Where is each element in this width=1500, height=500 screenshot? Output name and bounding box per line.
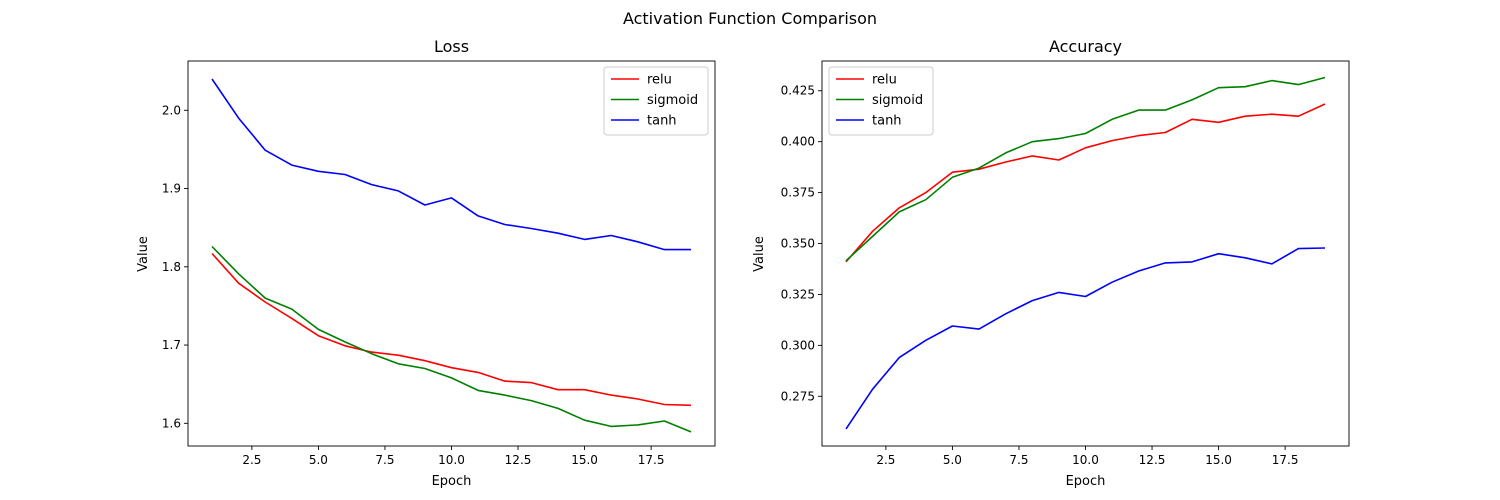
accuracy-legend-box: [828, 66, 934, 136]
loss-y-tick-label: 1.9: [162, 182, 181, 196]
loss-series-line-relu: [211, 252, 692, 407]
accuracy-x-tick-label: 12.5: [1139, 453, 1166, 467]
loss-legend-box: [603, 66, 709, 136]
loss-chart-ylabel: Value: [136, 236, 151, 272]
accuracy-legend-label-sigmoid: sigmoid: [872, 93, 923, 108]
accuracy-y-tick-label: 0.400: [781, 135, 815, 149]
loss-chart: Loss Epoch Value 2.5 5.0 7.5 10.0 12.5 15.0 17…: [136, 37, 716, 489]
accuracy-series-line-sigmoid: [845, 76, 1326, 262]
loss-y-tick-label: 1.6: [162, 416, 181, 430]
accuracy-y-tick-label: 0.300: [781, 338, 815, 352]
loss-legend: relu sigmoid tanh: [603, 66, 709, 136]
accuracy-chart-plot: 2.5 5.0 7.5 10.0 12.5 15.0 17.5 0.275 0.300 0.325…: [781, 60, 1350, 467]
accuracy-chart: Accuracy Epoch Value 2.5 5.0 7.5 10.0 12.5 15…: [752, 37, 1350, 489]
loss-series-line-sigmoid: [211, 245, 692, 433]
loss-chart-plot: 2.5 5.0 7.5 10.0 12.5 15.0 17.5 1.6 1.7 1.8 1.9 2.0…: [162, 60, 716, 467]
loss-legend-label-tanh: tanh: [647, 114, 677, 129]
accuracy-x-tick-label: 15.0: [1205, 453, 1232, 467]
accuracy-x-tick-label: 5.0: [943, 453, 962, 467]
accuracy-x-tick-label: 10.0: [1072, 453, 1099, 467]
accuracy-legend: relu sigmoid tanh: [828, 66, 934, 136]
accuracy-chart-xlabel: Epoch: [1066, 474, 1106, 489]
accuracy-series-line-relu: [845, 103, 1326, 263]
accuracy-chart-ylabel: Value: [752, 236, 767, 272]
loss-y-tick-label: 2.0: [162, 103, 181, 117]
loss-chart-title: Loss: [434, 37, 469, 56]
accuracy-x-tick-label: 7.5: [1009, 453, 1028, 467]
accuracy-x-tick-label: 17.5: [1272, 453, 1299, 467]
loss-x-tick-label: 5.0: [309, 453, 328, 467]
accuracy-x-tick-label: 2.5: [876, 453, 895, 467]
accuracy-y-tick-label: 0.350: [781, 237, 815, 251]
accuracy-y-tick-label: 0.275: [781, 389, 815, 403]
loss-y-tick-label: 1.8: [162, 260, 181, 274]
accuracy-y-tick-label: 0.425: [781, 84, 815, 98]
accuracy-chart-title: Accuracy: [1049, 37, 1122, 56]
loss-x-tick-label: 17.5: [638, 453, 665, 467]
accuracy-y-tick-label: 0.375: [781, 186, 815, 200]
figure-suptitle: Activation Function Comparison: [623, 9, 877, 28]
loss-y-tick-label: 1.7: [162, 338, 181, 352]
accuracy-y-tick-label: 0.325: [781, 287, 815, 301]
loss-chart-xlabel: Epoch: [432, 474, 472, 489]
loss-x-tick-label: 15.0: [571, 453, 598, 467]
loss-legend-label-sigmoid: sigmoid: [647, 93, 698, 108]
loss-series-line-tanh: [211, 78, 691, 251]
loss-x-tick-label: 10.0: [438, 453, 465, 467]
accuracy-series-line-tanh: [845, 247, 1326, 430]
loss-x-tick-label: 2.5: [242, 453, 261, 467]
accuracy-legend-label-relu: relu: [872, 73, 897, 88]
loss-x-tick-label: 12.5: [505, 453, 532, 467]
accuracy-legend-label-tanh: tanh: [872, 114, 902, 129]
loss-x-tick-label: 7.5: [375, 453, 394, 467]
loss-legend-label-relu: relu: [647, 73, 672, 88]
